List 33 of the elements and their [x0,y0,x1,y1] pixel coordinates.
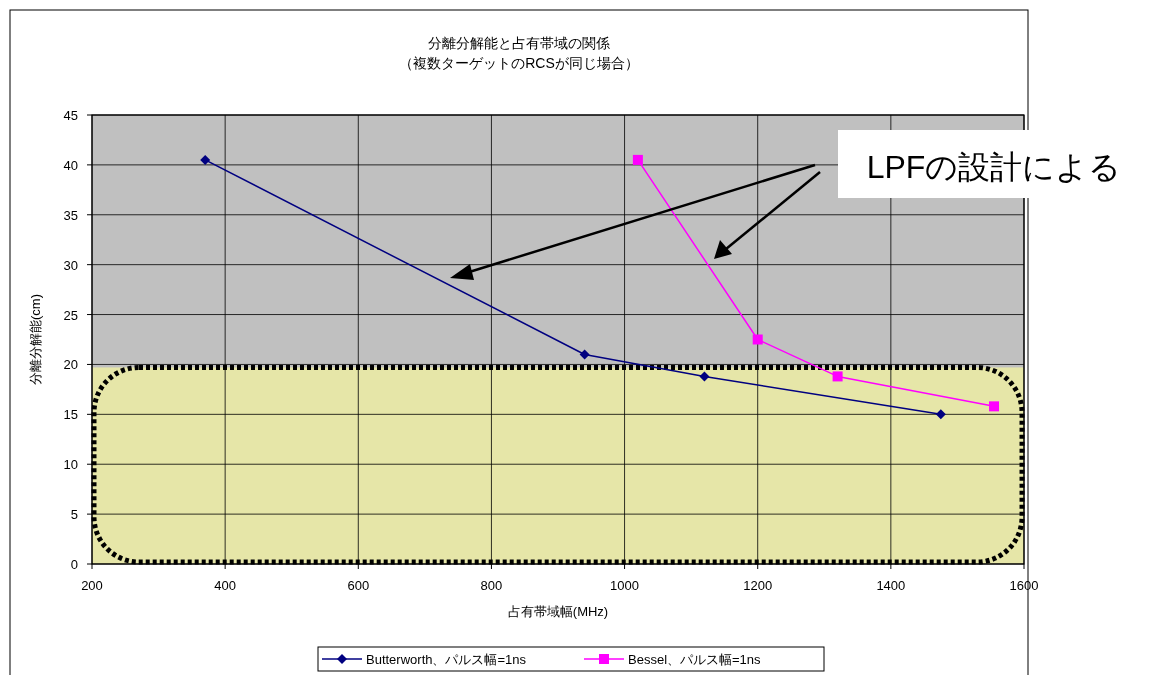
legend-label: Bessel、パルス幅=1ns [628,652,762,667]
chart-subtitle: （複数ターゲットのRCSが同じ場合） [399,55,639,71]
annotation: LPFの設計による [866,149,1122,185]
point [699,371,710,382]
y-tick-label: 25 [63,307,78,323]
x-tick-label: 800 [480,578,503,593]
x-tick-label: 1400 [876,578,906,593]
x-tick-label: 400 [214,578,236,593]
x-tick-label: 200 [81,578,103,593]
point [579,349,590,360]
y-tick-label: 45 [63,108,78,123]
x-tick-label: 1200 [743,578,773,593]
y-tick-label: 40 [63,157,78,173]
x-tick-label: 1600 [1009,578,1039,593]
y-tick-label: 5 [70,507,78,523]
y-tick-label: 0 [70,557,78,572]
y-axis-title: 分離分解能(cm) [28,294,43,385]
chart-title: 分離分解能と占有帯域の関係 [428,35,610,51]
y-tick-label: 30 [63,257,78,273]
point [832,371,843,382]
y-tick-label: 20 [63,357,78,373]
point [989,401,1000,412]
point [752,334,763,345]
point [632,154,643,165]
x-axis-title: 占有帯域幅(MHz) [507,604,609,619]
y-tick-label: 10 [63,457,78,473]
y-tick-label: 35 [63,207,78,223]
point [935,409,946,420]
x-tick-label: 600 [347,578,370,593]
x-tick-label: 1000 [610,578,640,593]
point [200,154,211,165]
legend-label: Butterworth、パルス幅=1ns [366,652,527,667]
y-tick-label: 15 [63,407,78,423]
